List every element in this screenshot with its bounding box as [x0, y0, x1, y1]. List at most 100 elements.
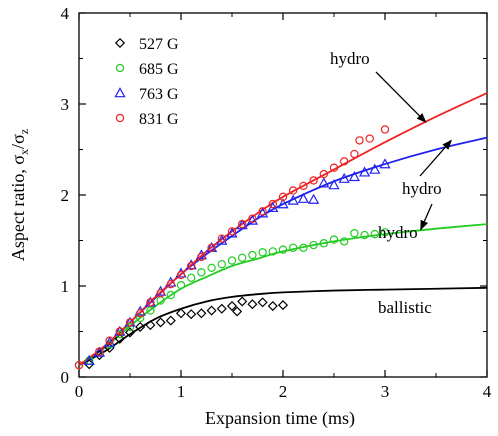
point-685-g [248, 250, 257, 260]
point-685-g [370, 229, 379, 239]
point-527-g [175, 308, 187, 319]
point-763-g [358, 166, 371, 177]
point-763-g [103, 336, 116, 347]
point-831-g [135, 309, 145, 318]
point-831-g [105, 336, 114, 345]
y-axis-label-sub-x: x [17, 149, 31, 155]
point-527-g [114, 333, 125, 344]
x-tick-label: 2 [279, 382, 288, 401]
point-831-g [217, 234, 226, 243]
annotation-arrows [375, 71, 452, 231]
point-527-g [267, 300, 278, 312]
point-685-g [135, 313, 145, 323]
point-685-g [186, 273, 196, 283]
point-527-g [257, 297, 268, 308]
legend-label: 763 G [139, 86, 179, 103]
point-831-g [355, 136, 364, 145]
point-685-g [289, 243, 298, 252]
point-763-g [83, 354, 95, 365]
y-tick-label: 1 [61, 277, 70, 296]
x-tick-label: 0 [75, 382, 84, 401]
point-831-g [309, 176, 318, 185]
y-tick-label: 0 [61, 368, 70, 387]
point-763-g [256, 207, 269, 218]
point-527-g [277, 300, 289, 311]
point-685-g [319, 239, 328, 248]
annotation-hydro-red: hydro [330, 49, 370, 68]
data-points [74, 125, 391, 370]
point-831-g [258, 207, 267, 216]
point-831-g [197, 252, 206, 262]
curve-hydro [78, 223, 488, 366]
point-831-g [248, 214, 257, 223]
point-831-g [186, 261, 196, 271]
point-831-g [156, 289, 165, 298]
point-527-g [216, 303, 227, 314]
curve-ballistic [78, 286, 488, 366]
point-527-g [155, 317, 166, 328]
point-763-g [277, 198, 289, 209]
annotation-arrow [419, 139, 452, 177]
point-763-g [307, 193, 320, 204]
point-763-g [287, 194, 299, 205]
point-831-g [125, 318, 135, 327]
point-831-g [227, 227, 237, 236]
point-831-g [146, 298, 155, 307]
point-831-g [299, 181, 308, 191]
legend-label: 831 G [139, 111, 179, 128]
point-527-g [145, 320, 156, 331]
point-831-g [365, 134, 374, 143]
legend-marker [115, 113, 125, 123]
point-527-g [124, 327, 136, 338]
point-831-g [74, 360, 84, 370]
point-763-g [338, 172, 350, 183]
point-763-g [246, 214, 259, 225]
y-tick-label: 4 [61, 4, 70, 23]
point-831-g [350, 149, 359, 159]
y-axis-label-main: Aspect ratio, σ [8, 155, 28, 261]
point-763-g [297, 192, 310, 203]
point-685-g [258, 248, 267, 257]
tick-labels: 0 1 2 3 4 0 1 2 3 4 [61, 4, 492, 401]
annotation-ballistic: ballistic [378, 298, 432, 317]
point-685-g [340, 237, 349, 246]
point-527-g [135, 321, 146, 332]
y-axis-label-sep: /σ [8, 134, 28, 149]
point-685-g [217, 259, 226, 269]
point-685-g [176, 280, 186, 290]
axis-ticks [78, 12, 488, 378]
point-685-g [360, 230, 369, 240]
point-527-g [237, 296, 248, 307]
point-685-g [278, 245, 288, 254]
point-685-g [146, 306, 155, 315]
annotations: hydro hydro hydro ballistic [330, 49, 452, 317]
point-831-g [115, 327, 125, 336]
point-763-g [93, 346, 106, 357]
annotation-arrow [375, 71, 427, 123]
point-831-g [289, 186, 298, 195]
point-527-g [247, 299, 258, 310]
y-tick-label: 3 [61, 95, 70, 114]
point-763-g [348, 170, 361, 182]
point-685-g [299, 243, 308, 252]
point-685-g [309, 240, 318, 250]
point-685-g [197, 268, 206, 277]
point-527-g [186, 309, 197, 320]
point-831-g [380, 125, 390, 134]
point-527-g [196, 308, 207, 319]
point-685-g [125, 322, 135, 332]
legend-marker [115, 63, 125, 73]
x-axis-label: Expansion time (ms) [205, 408, 355, 429]
point-685-g [237, 253, 247, 262]
point-831-g [278, 192, 288, 202]
point-685-g [268, 247, 277, 256]
point-685-g [166, 290, 175, 300]
point-685-g [329, 235, 339, 244]
annotation-arrow [420, 203, 433, 231]
point-763-g [185, 259, 197, 270]
curve-hydro [78, 92, 488, 366]
point-831-g [329, 163, 339, 172]
point-831-g [176, 270, 186, 280]
point-763-g [216, 234, 228, 245]
